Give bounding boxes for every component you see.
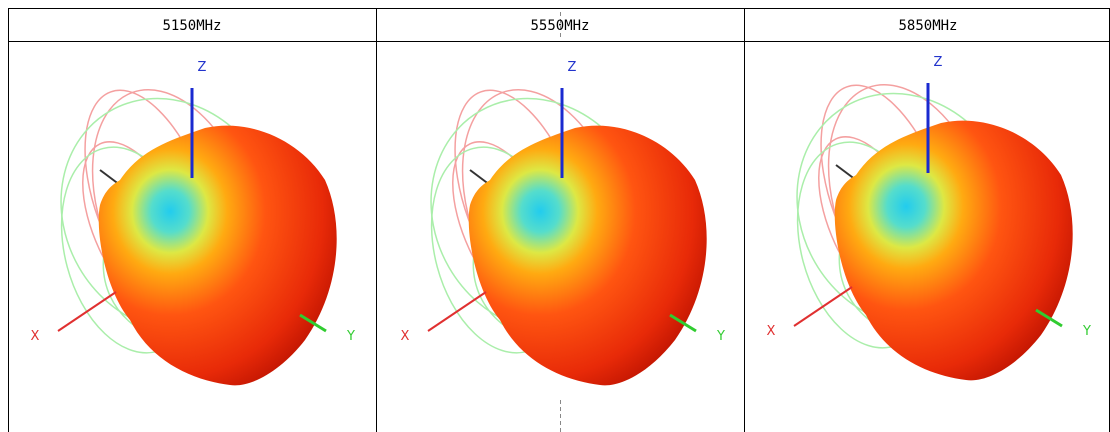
- x-axis-label: X: [31, 329, 40, 344]
- y-axis: [299, 313, 327, 333]
- radiation-pattern: Z X Y: [31, 60, 355, 386]
- column-header: 5550MHz: [530, 18, 589, 34]
- z-axis-label: Z: [198, 60, 207, 75]
- radiation-pattern: Z X Y: [767, 55, 1091, 381]
- z-axis-label: Z: [934, 55, 943, 70]
- y-axis: [669, 313, 697, 333]
- x-axis: [427, 291, 487, 332]
- x-axis: [793, 286, 853, 327]
- column-header: 5150MHz: [162, 18, 221, 34]
- pattern-surface: [834, 120, 1073, 381]
- y-axis-label: Y: [716, 329, 725, 344]
- y-axis-label: Y: [1082, 324, 1091, 339]
- pattern-surface: [468, 125, 707, 386]
- y-axis: [1035, 308, 1063, 328]
- radiation-pattern: Z X Y: [401, 60, 725, 386]
- column-header: 5850MHz: [898, 18, 957, 34]
- pattern-surface: [98, 125, 337, 386]
- x-axis-label: X: [401, 329, 410, 344]
- x-axis: [57, 291, 117, 332]
- x-axis-label: X: [767, 324, 776, 339]
- y-axis-label: Y: [346, 329, 355, 344]
- z-axis-label: Z: [568, 60, 577, 75]
